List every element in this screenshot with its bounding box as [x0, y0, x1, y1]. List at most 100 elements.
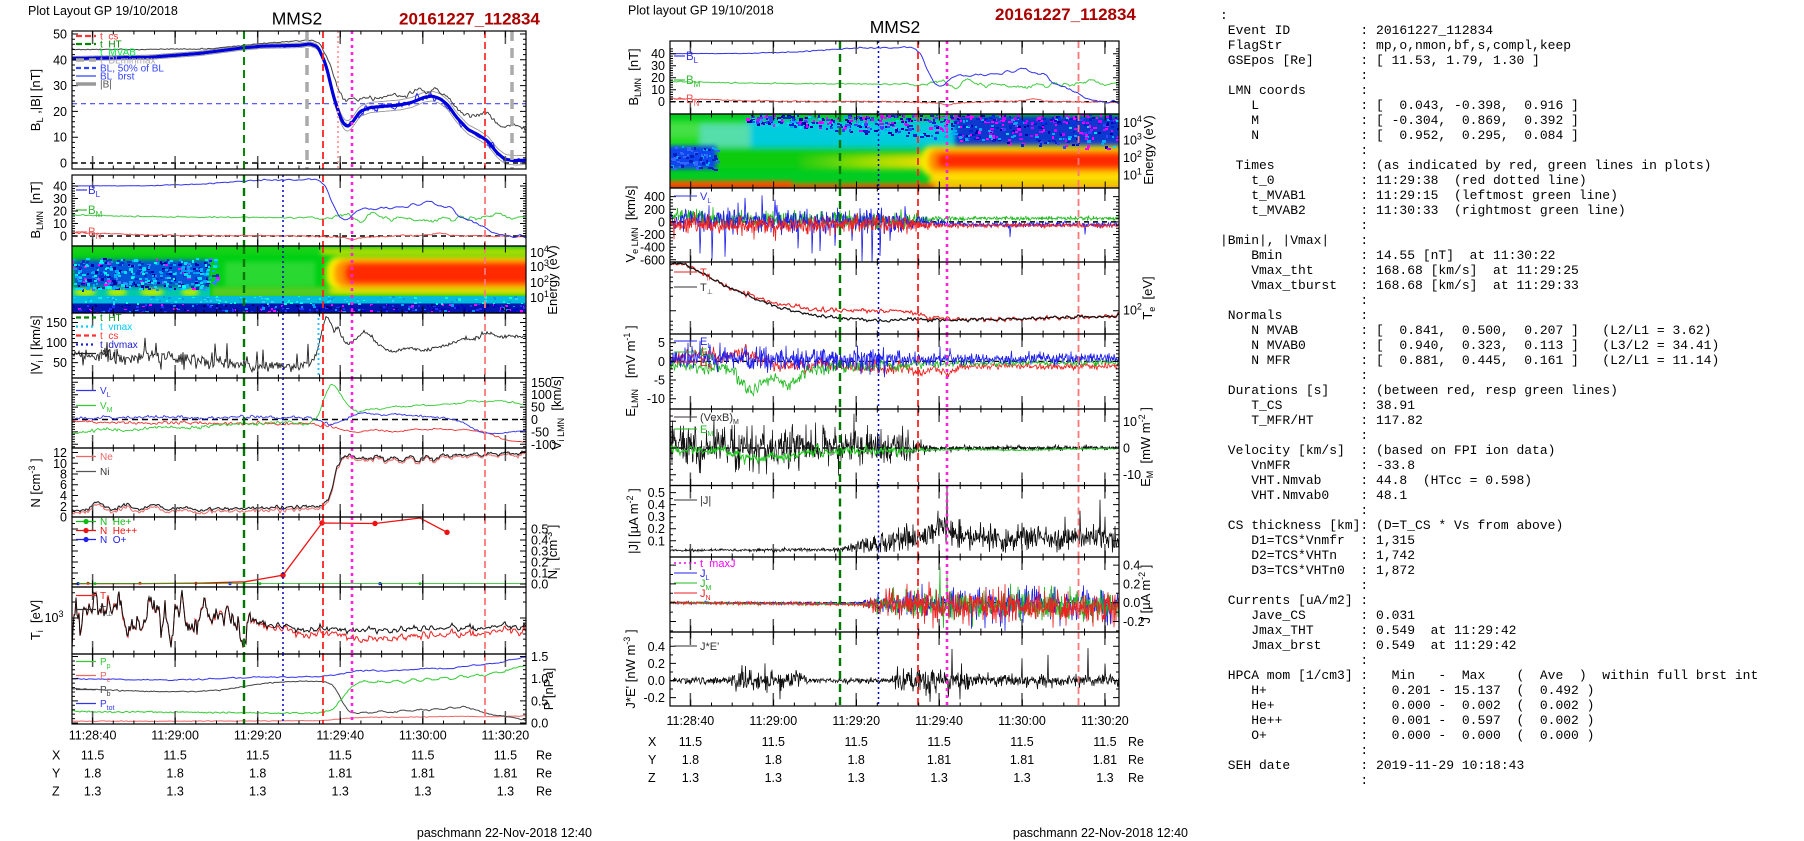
svg-text:11.5: 11.5: [163, 749, 186, 763]
svg-text:0.2: 0.2: [531, 556, 548, 570]
svg-text:50: 50: [53, 28, 67, 42]
svg-text:1.3: 1.3: [930, 771, 947, 785]
svg-text:-100: -100: [531, 438, 556, 452]
svg-text:-0.2: -0.2: [1123, 615, 1145, 629]
svg-text:(VexB)M: (VexB)M: [700, 412, 742, 426]
svg-text:Re: Re: [536, 749, 552, 763]
svg-text:0: 0: [60, 230, 67, 244]
svg-text:N [cm-3 ]: N [cm-3 ]: [27, 458, 43, 507]
svg-text:102: 102: [530, 274, 552, 290]
svg-text:Te [eV]: Te [eV]: [1140, 276, 1157, 319]
svg-text:5: 5: [658, 336, 665, 350]
svg-text:BLMN [nT]: BLMN [nT]: [626, 48, 643, 105]
svg-text:0: 0: [60, 157, 67, 171]
svg-text:4: 4: [60, 489, 67, 503]
svg-text:11:29:20: 11:29:20: [832, 714, 880, 728]
svg-text:0.0: 0.0: [648, 674, 665, 688]
svg-text:T⊥: T⊥: [100, 605, 115, 618]
svg-text:1.3: 1.3: [414, 785, 431, 799]
svg-text:-10: -10: [1123, 468, 1141, 482]
svg-text:Z: Z: [52, 785, 60, 799]
svg-text:103: 103: [530, 258, 552, 274]
svg-text:P [nPa]: P [nPa]: [541, 668, 556, 710]
svg-text:1.8: 1.8: [249, 767, 266, 781]
svg-text:-10: -10: [647, 392, 665, 406]
svg-text:Ni: Ni: [100, 467, 109, 478]
svg-text:0.5: 0.5: [531, 523, 548, 537]
svg-text:1.3: 1.3: [765, 771, 782, 785]
svg-text:11.5: 11.5: [1093, 735, 1116, 749]
svg-text:1.3: 1.3: [332, 785, 349, 799]
svg-text:11.5: 11.5: [1010, 735, 1033, 749]
svg-text:0.3: 0.3: [648, 510, 665, 524]
svg-text:0: 0: [531, 413, 538, 427]
svg-text:11.5: 11.5: [762, 735, 785, 749]
svg-text:EM: EM: [700, 424, 716, 438]
svg-text:-600: -600: [640, 253, 665, 267]
svg-text:1.3: 1.3: [166, 785, 183, 799]
svg-text:N He++: N He++: [100, 526, 137, 537]
svg-text:150: 150: [531, 376, 552, 390]
svg-text:11:29:00: 11:29:00: [151, 729, 199, 743]
svg-text:-50: -50: [531, 425, 549, 439]
svg-text:101: 101: [1123, 167, 1145, 183]
svg-text:1.5: 1.5: [531, 650, 548, 664]
svg-text:J*E': J*E': [700, 641, 719, 653]
svg-text:11.5: 11.5: [81, 749, 104, 763]
svg-text:10: 10: [651, 83, 665, 97]
svg-text:X: X: [52, 749, 61, 763]
svg-text:Vi LMN [km/s]: Vi LMN [km/s]: [549, 376, 566, 450]
svg-text:1.3: 1.3: [682, 771, 699, 785]
svg-text:1.81: 1.81: [493, 767, 517, 781]
svg-text:Energy (eV): Energy (eV): [545, 245, 560, 314]
svg-text:6: 6: [60, 478, 67, 492]
svg-text:-0.2: -0.2: [643, 691, 665, 705]
svg-text:t HT: t HT: [100, 313, 122, 324]
svg-text:11:29:40: 11:29:40: [316, 729, 364, 743]
svg-text:X: X: [648, 735, 657, 749]
svg-text:t vmax: t vmax: [100, 322, 132, 333]
svg-text:0.1: 0.1: [648, 534, 665, 548]
svg-text:104: 104: [1123, 114, 1145, 130]
svg-text:Plot Layout GP 19/10/2018: Plot Layout GP 19/10/2018: [28, 4, 178, 18]
svg-text:0.5: 0.5: [648, 486, 665, 500]
svg-text:11.5: 11.5: [246, 749, 269, 763]
svg-text:Re: Re: [536, 767, 552, 781]
svg-text:1.3: 1.3: [497, 785, 514, 799]
svg-text:0: 0: [658, 215, 665, 229]
svg-text:t cs: t cs: [100, 32, 118, 43]
svg-text:t maxJ: t maxJ: [700, 558, 735, 570]
svg-text:1.8: 1.8: [682, 753, 699, 767]
svg-text:0.2: 0.2: [648, 522, 665, 536]
svg-text:BLMN [nT]: BLMN [nT]: [28, 181, 45, 238]
svg-text:|Vi | [km/s]: |Vi | [km/s]: [28, 315, 45, 374]
svg-text:8: 8: [60, 468, 67, 482]
svg-text:11.5: 11.5: [679, 735, 702, 749]
svg-text:t cs: t cs: [100, 331, 118, 342]
svg-text:VM: VM: [100, 401, 115, 414]
svg-text:J [µA m-2 ]: J [µA m-2 ]: [1137, 565, 1153, 624]
svg-text:1.3: 1.3: [249, 785, 266, 799]
svg-text:Z: Z: [648, 771, 656, 785]
svg-text:VL: VL: [100, 386, 113, 399]
svg-text:10: 10: [53, 131, 67, 145]
svg-text:Ti [eV]: Ti [eV]: [28, 600, 45, 640]
svg-text:11:29:00: 11:29:00: [749, 714, 797, 728]
svg-text:0.4: 0.4: [648, 498, 665, 512]
svg-text:1.8: 1.8: [848, 753, 865, 767]
svg-text:0.3: 0.3: [531, 545, 548, 559]
svg-text:200: 200: [644, 203, 665, 217]
svg-text:JM: JM: [700, 578, 714, 592]
svg-text:11:30:20: 11:30:20: [1081, 714, 1129, 728]
svg-text:0.1: 0.1: [531, 567, 548, 581]
svg-text:Re: Re: [1128, 771, 1144, 785]
svg-text:EM: EM: [700, 347, 716, 361]
svg-text:Ne: Ne: [100, 452, 113, 463]
svg-text:T⊥: T⊥: [700, 282, 716, 296]
svg-text:0.5: 0.5: [531, 694, 548, 708]
svg-text:BN: BN: [88, 227, 105, 241]
svg-text:Energy (eV): Energy (eV): [1141, 115, 1156, 184]
svg-text:0.0: 0.0: [531, 717, 548, 731]
svg-text:1.8: 1.8: [166, 767, 183, 781]
svg-text:EM [mW m-2 ]: EM [mW m-2 ]: [1137, 407, 1155, 487]
